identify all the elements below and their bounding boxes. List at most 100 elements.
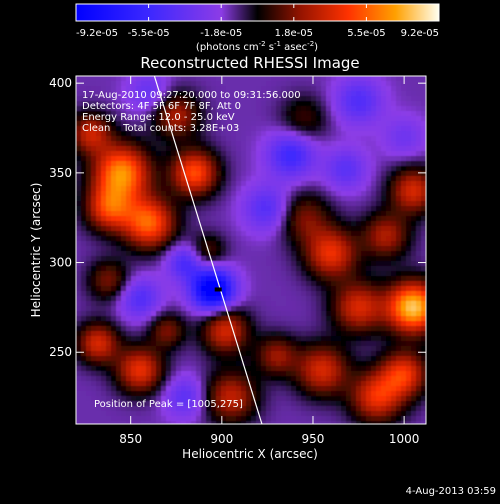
heatmap-cell — [181, 416, 187, 422]
heatmap-cell — [316, 366, 322, 372]
heatmap-cell — [386, 106, 392, 112]
heatmap-cell — [221, 406, 227, 412]
heatmap-cell — [136, 291, 142, 297]
heatmap-cell — [336, 201, 342, 207]
heatmap-cell — [351, 221, 357, 227]
heatmap-cell — [331, 256, 337, 262]
heatmap-cell — [86, 281, 92, 287]
heatmap-cell — [276, 166, 282, 172]
heatmap-cell — [196, 181, 202, 187]
heatmap-cell — [346, 121, 352, 127]
heatmap-cell — [236, 86, 242, 92]
heatmap-cell — [276, 161, 282, 167]
heatmap-cell — [416, 96, 422, 102]
heatmap-cell — [111, 101, 117, 107]
heatmap-cell — [316, 91, 322, 97]
heatmap-cell — [301, 91, 307, 97]
heatmap-cell — [361, 166, 367, 172]
heatmap-cell — [416, 316, 422, 322]
heatmap-cell — [121, 411, 127, 417]
heatmap-cell — [256, 96, 262, 102]
heatmap-cell — [231, 271, 237, 277]
heatmap-cell — [141, 111, 147, 117]
heatmap-cell — [366, 166, 372, 172]
heatmap-cell — [411, 366, 417, 372]
heatmap-cell — [231, 136, 237, 142]
heatmap-cell — [131, 191, 137, 197]
heatmap-cell — [111, 141, 117, 147]
heatmap-cell — [231, 366, 237, 372]
heatmap-cell — [146, 126, 152, 132]
heatmap-cell — [256, 136, 262, 142]
heatmap-cell — [101, 276, 107, 282]
heatmap-cell — [301, 221, 307, 227]
heatmap-cell — [371, 151, 377, 157]
heatmap-cell — [411, 196, 417, 202]
heatmap-cell — [311, 321, 317, 327]
heatmap-cell — [246, 151, 252, 157]
heatmap-cell — [86, 316, 92, 322]
heatmap-cell — [401, 251, 407, 257]
heatmap-cell — [196, 141, 202, 147]
heatmap-cell — [351, 106, 357, 112]
heatmap-cell — [321, 111, 327, 117]
heatmap-cell — [311, 141, 317, 147]
heatmap-cell — [401, 101, 407, 107]
heatmap-cell — [371, 306, 377, 312]
heatmap-cell — [281, 326, 287, 332]
heatmap-cell — [201, 336, 207, 342]
heatmap-cell — [366, 111, 372, 117]
heatmap-cell — [256, 151, 262, 157]
heatmap-cell — [261, 146, 267, 152]
heatmap-cell — [216, 121, 222, 127]
heatmap-cell — [366, 296, 372, 302]
heatmap-cell — [221, 246, 227, 252]
heatmap-cell — [336, 391, 342, 397]
heatmap-cell — [136, 331, 142, 337]
heatmap-cell — [411, 291, 417, 297]
heatmap-cell — [351, 321, 357, 327]
heatmap-cell — [366, 236, 372, 242]
heatmap-cell — [221, 161, 227, 167]
heatmap-cell — [356, 156, 362, 162]
heatmap-cell — [201, 116, 207, 122]
heatmap-cell — [306, 356, 312, 362]
heatmap-cell — [171, 301, 177, 307]
heatmap-cell — [416, 261, 422, 267]
heatmap-cell — [231, 86, 237, 92]
heatmap-cell — [136, 286, 142, 292]
heatmap-cell — [231, 116, 237, 122]
heatmap-cell — [266, 186, 272, 192]
heatmap-cell — [81, 216, 87, 222]
heatmap-cell — [126, 341, 132, 347]
heatmap-cell — [181, 136, 187, 142]
heatmap-cell — [231, 351, 237, 357]
heatmap-cell — [161, 151, 167, 157]
heatmap-cell — [76, 131, 82, 137]
heatmap-cell — [376, 256, 382, 262]
heatmap-cell — [291, 311, 297, 317]
heatmap-cell — [221, 416, 227, 422]
heatmap-cell — [216, 216, 222, 222]
heatmap-cell — [356, 331, 362, 337]
heatmap-cell — [301, 336, 307, 342]
heatmap-cell — [261, 81, 267, 87]
heatmap-cell — [216, 166, 222, 172]
heatmap-cell — [231, 76, 237, 82]
heatmap-cell — [121, 116, 127, 122]
heatmap-cell — [246, 341, 252, 347]
heatmap-cell — [221, 206, 227, 212]
heatmap-cell — [316, 246, 322, 252]
heatmap-cell — [266, 406, 272, 412]
heatmap-cell — [356, 126, 362, 132]
heatmap-cell — [86, 306, 92, 312]
heatmap-cell — [356, 301, 362, 307]
heatmap-cell — [401, 411, 407, 417]
heatmap-cell — [176, 246, 182, 252]
heatmap-cell — [211, 246, 217, 252]
heatmap-cell — [116, 351, 122, 357]
heatmap-cell — [241, 311, 247, 317]
heatmap-cell — [381, 361, 387, 367]
heatmap-cell — [401, 166, 407, 172]
heatmap-cell — [111, 331, 117, 337]
